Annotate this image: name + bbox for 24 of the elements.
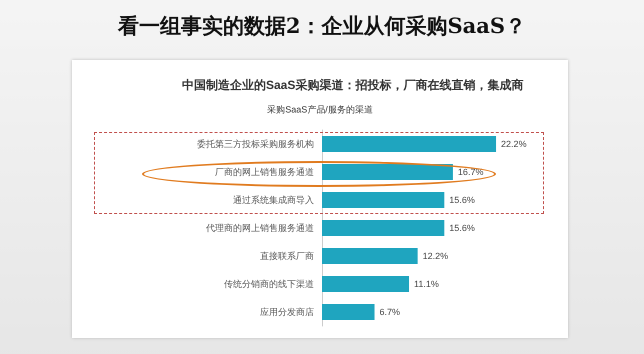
data-label: 22.2% [501,139,527,149]
y-tick-label: 通过系统集成商导入 [233,195,314,205]
bar [322,192,444,208]
data-label: 6.7% [380,307,400,317]
chart-title: 看一组事实的数据2：企业从何采购SaaS？ [116,12,528,40]
data-label: 11.1% [414,279,439,289]
bar [322,304,375,320]
bar [322,136,496,152]
data-label: 15.6% [449,223,475,233]
data-label: 12.2% [422,251,448,261]
bar [322,248,418,264]
chart-subtitle: 中国制造企业的SaaS采购渠道：招投标，厂商在线直销，集成商 [182,78,524,92]
y-tick-label: 直接联系厂商 [260,251,314,261]
y-tick-label: 应用分发商店 [260,307,314,317]
y-tick-label: 代理商的网上销售服务通道 [205,223,314,233]
bar [322,220,444,236]
data-label: 15.6% [449,195,475,205]
text: 采购SaaS产品/服务的渠道 [267,104,373,114]
data-label: 16.7% [458,167,484,177]
y-tick-label: 厂商的网上销售服务通道 [215,167,314,177]
bar [322,164,453,180]
y-tick-label: 传统分销商的线下渠道 [224,279,314,289]
y-tick-label: 委托第三方投标采购服务机构 [197,139,314,149]
bar [322,276,410,292]
